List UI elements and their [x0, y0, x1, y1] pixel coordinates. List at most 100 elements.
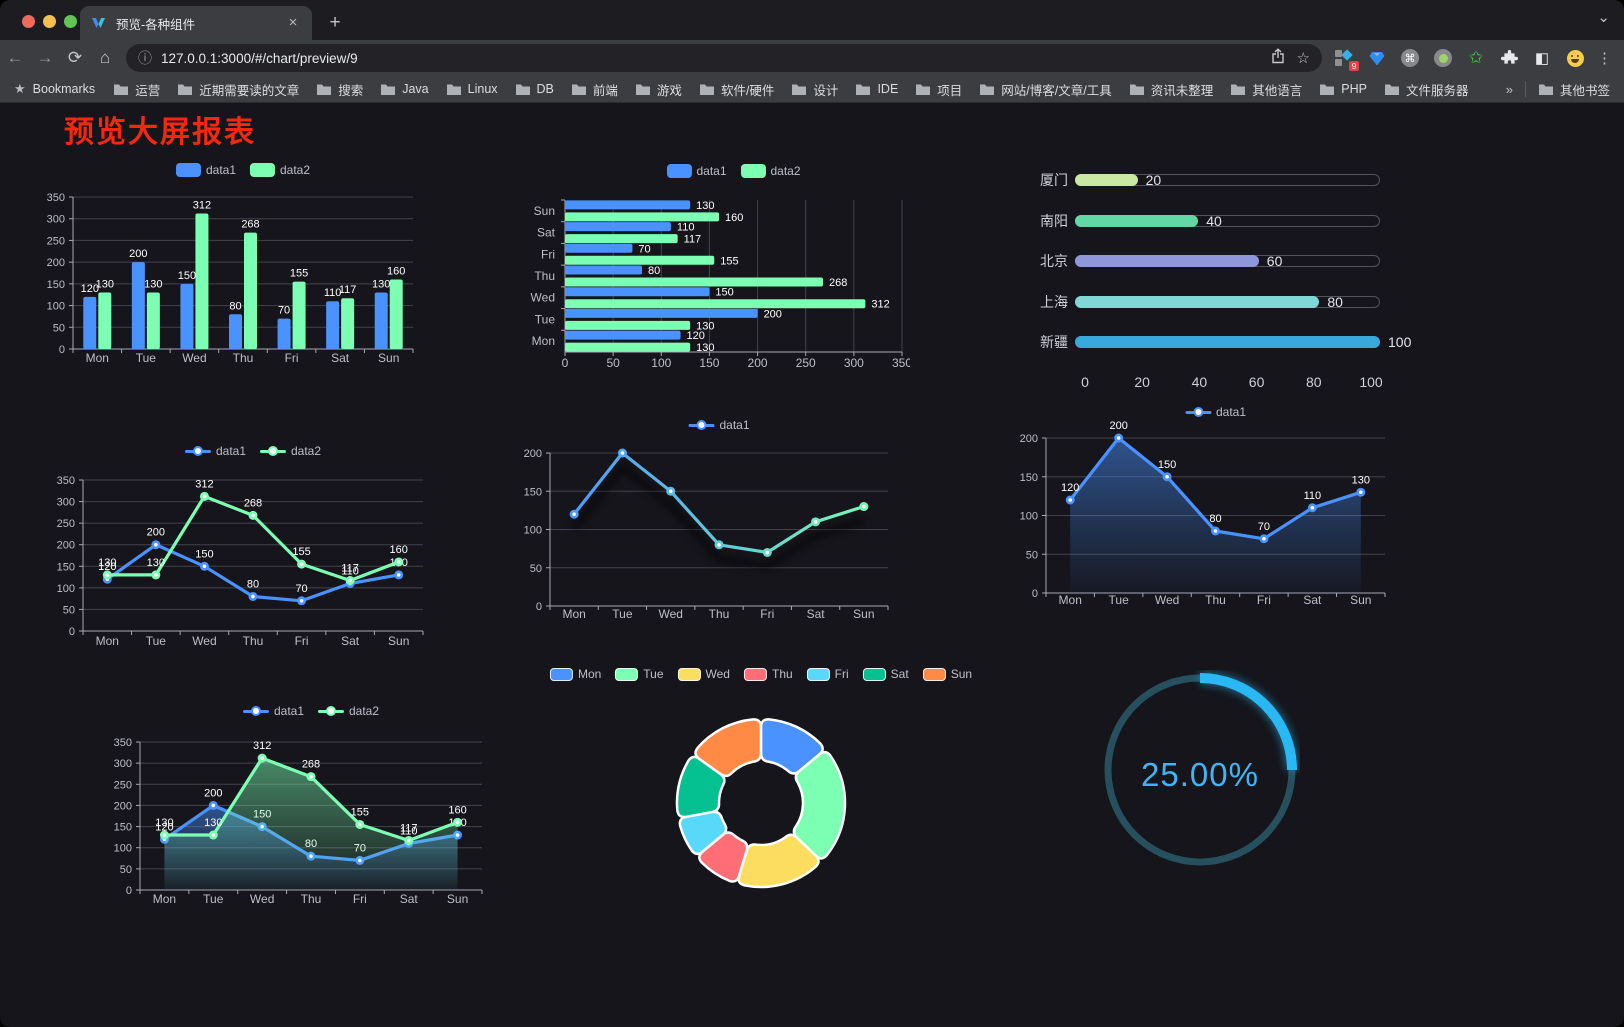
chart-legend: data1 data2 — [178, 444, 328, 458]
donut-slice-Sat[interactable] — [675, 755, 726, 819]
tab-close-icon[interactable]: × — [288, 14, 298, 31]
dark-mode-extension-icon[interactable]: ◧ — [1534, 50, 1550, 67]
bookmarks-overflow-chevron[interactable]: » — [1505, 81, 1513, 97]
legend-item-data2[interactable]: data2 — [740, 164, 801, 178]
svg-text:Sun: Sun — [853, 607, 874, 621]
maximize-window-button[interactable] — [64, 15, 77, 28]
command-extension-icon[interactable]: ⌘ — [1400, 48, 1420, 68]
bookmarks-label: Bookmarks — [32, 82, 96, 96]
svg-text:50: 50 — [120, 864, 132, 876]
bookmark-item[interactable]: 搜索 — [316, 80, 363, 99]
chart-canvas — [675, 718, 847, 889]
series-data2[interactable]: 130 130 312 268 155 117 160 — [98, 478, 408, 586]
tab-list-chevron-icon[interactable]: ⌄ — [1597, 9, 1610, 26]
bookmark-item[interactable]: 资讯未整理 — [1129, 80, 1213, 99]
svg-text:110: 110 — [324, 287, 342, 299]
legend-item-data2[interactable]: data2 — [250, 163, 310, 177]
progress-row: 南阳 40 — [1005, 212, 1395, 230]
back-button[interactable]: ← — [6, 48, 24, 67]
svg-text:Fri: Fri — [353, 892, 367, 906]
bookmark-item[interactable]: PHP — [1319, 82, 1367, 96]
bookmark-item[interactable]: Linux — [446, 82, 498, 96]
donut-slice-Sun[interactable] — [694, 718, 763, 778]
legend-item-Tue[interactable]: Tue — [615, 667, 664, 681]
bookmark-item[interactable]: 网站/博客/文章/工具 — [979, 80, 1112, 99]
site-info-icon[interactable]: ⓘ — [138, 50, 152, 66]
svg-text:70: 70 — [295, 583, 307, 595]
series-data2[interactable]: 130 130 312 268 155 117 160 — [565, 212, 890, 354]
donut-slice-Fri[interactable] — [678, 810, 728, 856]
legend-item-Thu[interactable]: Thu — [743, 667, 793, 681]
home-button[interactable]: ⌂ — [99, 48, 111, 67]
forward-button[interactable]: → — [36, 48, 54, 67]
chart-canvas: 0 50 100 150 200 250 300 350 Sun Sat Fri Thu Wed Tue M… — [531, 199, 910, 370]
svg-text:Sat: Sat — [1303, 593, 1322, 607]
chart-canvas: 0 50 100 150 200 250 300 350 Mon Tue Wed Thu Fri Sat S… — [114, 737, 483, 906]
bookmark-item[interactable]: 前端 — [571, 80, 618, 99]
legend-item-data1[interactable]: data1 — [688, 418, 750, 432]
svg-text:130: 130 — [98, 557, 116, 569]
svg-text:130: 130 — [147, 557, 165, 569]
close-window-button[interactable] — [22, 15, 35, 28]
progress-fill — [1075, 255, 1259, 267]
browser-tab[interactable]: 预览-各种组件 × — [80, 6, 312, 40]
svg-text:Thu: Thu — [243, 634, 264, 648]
legend-item-Fri[interactable]: Fri — [806, 667, 849, 681]
address-bar[interactable]: ⓘ 127.0.0.1:3000/#/chart/preview/9 ☆ — [126, 44, 1322, 72]
bookmark-item[interactable]: 设计 — [791, 80, 838, 99]
new-tab-button[interactable]: + — [329, 12, 341, 33]
bookmark-item[interactable]: IDE — [855, 82, 898, 96]
bookmark-item[interactable]: 项目 — [915, 80, 962, 99]
progress-value: 60 — [1266, 253, 1283, 269]
star-extension-icon[interactable]: ✩ — [1468, 48, 1484, 67]
series-data1[interactable] — [569, 448, 869, 571]
bookmark-item[interactable]: DB — [515, 82, 554, 96]
minimize-window-button[interactable] — [43, 15, 56, 28]
legend-item-Sun[interactable]: Sun — [922, 667, 972, 681]
bookmarks-bar: ★ Bookmarks 运营 近期需要读的文章 搜索 Java Linux DB 前端 游戏软… — [0, 76, 1624, 103]
chart-legend: Mon Tue Wed Thu Fri Sat Sun — [543, 667, 979, 681]
bookmark-star-icon[interactable]: ☆ — [1296, 50, 1310, 67]
svg-text:300: 300 — [47, 214, 65, 226]
bookmark-item[interactable]: 游戏 — [635, 80, 682, 99]
share-icon[interactable] — [1271, 48, 1285, 68]
legend-item-Sat[interactable]: Sat — [862, 667, 909, 681]
legend-item-Mon[interactable]: Mon — [549, 667, 601, 681]
site-favicon-icon — [92, 17, 105, 28]
svg-text:0: 0 — [59, 344, 65, 356]
bookmark-item[interactable]: 近期需要读的文章 — [177, 80, 299, 99]
svg-text:70: 70 — [278, 305, 290, 317]
series-data2[interactable]: 130 130 312 268 155 117 160 — [96, 200, 406, 349]
bookmark-item[interactable]: 其他语言 — [1230, 80, 1302, 99]
donut-slice-Tue[interactable] — [792, 750, 847, 860]
proxy-extension-icon[interactable]: 9 — [1334, 48, 1359, 71]
other-bookmarks-folder[interactable]: 其他书签 — [1538, 80, 1610, 99]
legend-item-data2[interactable]: data2 — [260, 444, 321, 458]
bookmark-item[interactable]: 软件/硬件 — [699, 80, 774, 99]
gem-extension-icon[interactable] — [1367, 48, 1387, 68]
legend-item-data1[interactable]: data1 — [242, 704, 304, 718]
puzzle-extensions-icon[interactable] — [1499, 48, 1519, 68]
bookmark-item[interactable]: 文件服务器 — [1384, 80, 1468, 99]
emoji-extension-icon[interactable] — [1565, 48, 1585, 68]
legend-item-data2[interactable]: data2 — [318, 704, 379, 718]
svg-text:250: 250 — [57, 518, 75, 530]
browser-menu-icon[interactable]: ⋮ — [1597, 50, 1612, 67]
legend-item-data1[interactable]: data1 — [666, 164, 727, 178]
svg-text:Thu: Thu — [534, 269, 555, 283]
recorder-extension-icon[interactable] — [1433, 48, 1453, 68]
legend-item-data1[interactable]: data1 — [184, 444, 246, 458]
legend-item-data1[interactable]: data1 — [175, 163, 236, 177]
bookmark-item[interactable]: Java — [380, 82, 429, 96]
legend-item-Wed[interactable]: Wed — [677, 667, 730, 681]
bookmark-item[interactable]: 运营 — [113, 80, 160, 99]
donut-slice-Wed[interactable] — [737, 833, 820, 889]
series-data2[interactable]: 130 130 312 268 155 117 160 — [155, 740, 467, 890]
reload-button[interactable]: ⟳ — [67, 48, 83, 67]
progress-track: 60 — [1075, 253, 1380, 269]
legend-item-data1[interactable]: data1 — [1184, 405, 1246, 419]
